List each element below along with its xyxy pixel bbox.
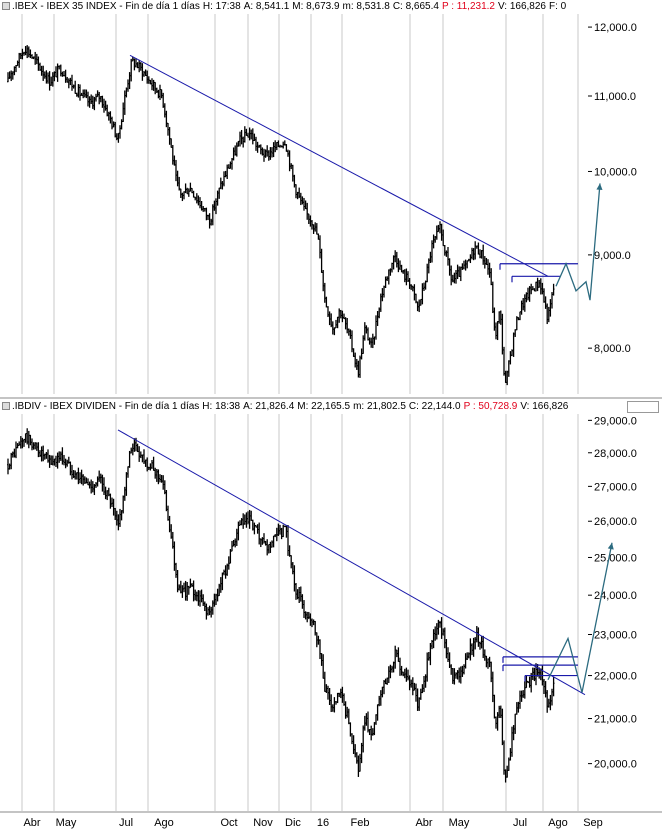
y-tick-label: 20,000.0 bbox=[594, 759, 637, 771]
y-tick-label: 21,000.0 bbox=[594, 714, 637, 726]
downtrend-line bbox=[129, 54, 549, 277]
y-tick-label: 10,000.0 bbox=[594, 166, 637, 178]
y-tick-label: 26,000.0 bbox=[594, 516, 637, 528]
x-tick-label: Jul bbox=[513, 817, 527, 829]
y-tick-label: 24,000.0 bbox=[594, 590, 637, 602]
x-tick-label: Nov bbox=[253, 817, 273, 829]
x-tick-label: Abr bbox=[415, 817, 432, 829]
top-high: M: 8,673.9 bbox=[292, 1, 340, 12]
chart-panel-1: 12,000.0 11,000.0 10,000.0 9,000.0 8,000.0 bbox=[7, 14, 637, 394]
x-tick-label: Feb bbox=[351, 817, 370, 829]
top-symbol: .IBEX - IBEX 35 INDEX - Fin de día 1 día… bbox=[12, 1, 200, 12]
y-tick-label: 23,000.0 bbox=[594, 629, 637, 641]
bottom-high: M: 22,165.5 bbox=[297, 401, 351, 412]
y-tick-label: 22,000.0 bbox=[594, 671, 637, 683]
chart-panel-2: 29,000.0 28,000.0 27,000.0 26,000.0 25,000.0… bbox=[7, 414, 637, 811]
bottom-time: H: 18:38 bbox=[202, 401, 241, 412]
x-tick-label: Dic bbox=[285, 817, 301, 829]
x-tick-label: Abr bbox=[23, 817, 40, 829]
bottom-symbol: .IBDIV - IBEX DIVIDEN - Fin de día 1 día… bbox=[12, 401, 200, 412]
x-tick-label: May bbox=[56, 817, 77, 829]
x-tick-label: 16 bbox=[317, 817, 329, 829]
x-tick-label: Oct bbox=[220, 817, 237, 829]
top-f: F: 0 bbox=[549, 1, 567, 12]
bottom-low: m: 21,802.5 bbox=[353, 401, 406, 412]
bottom-pointer: P : 50,728.9 bbox=[463, 401, 518, 412]
bottom-volume: V: 166,826 bbox=[520, 401, 569, 412]
top-low: m: 8,531.8 bbox=[342, 1, 390, 12]
x-tick-label: Sep bbox=[583, 817, 603, 829]
x-tick-label: Jul bbox=[119, 817, 133, 829]
projection-path bbox=[555, 183, 601, 301]
x-tick-label: May bbox=[449, 817, 470, 829]
price-series bbox=[7, 428, 555, 783]
top-chart-header: .IBEX - IBEX 35 INDEX - Fin de día 1 día… bbox=[0, 0, 662, 13]
top-time: H: 17:38 bbox=[202, 1, 241, 12]
y-tick-label: 12,000.0 bbox=[594, 22, 637, 34]
top-volume: V: 166,826 bbox=[497, 1, 546, 12]
downtrend-line bbox=[117, 429, 586, 696]
y-tick-label: 9,000.0 bbox=[594, 250, 631, 262]
top-open: A: 8,541.1 bbox=[243, 1, 290, 12]
y-tick-label: 11,000.0 bbox=[594, 91, 636, 103]
top-pointer: P : 11,231.2 bbox=[441, 1, 495, 12]
y-tick-label: 28,000.0 bbox=[594, 448, 637, 460]
top-close: C: 8,665.4 bbox=[392, 1, 439, 12]
y-tick-label: 8,000.0 bbox=[594, 343, 631, 355]
price-series bbox=[7, 45, 555, 386]
bottom-close: C: 22,144.0 bbox=[408, 401, 461, 412]
bottom-open: A: 21,826.4 bbox=[243, 401, 295, 412]
x-tick-label: Ago bbox=[548, 817, 568, 829]
projection-arrowhead bbox=[596, 183, 603, 190]
y-tick-label: 27,000.0 bbox=[594, 481, 637, 493]
projection-path bbox=[547, 542, 613, 693]
y-tick-label: 25,000.0 bbox=[594, 552, 637, 564]
y-tick-label: 29,000.0 bbox=[594, 415, 637, 427]
chart-menu-icon[interactable] bbox=[2, 2, 10, 11]
header-box[interactable] bbox=[627, 401, 659, 413]
projection-arrowhead bbox=[607, 542, 614, 550]
x-tick-label: Ago bbox=[154, 817, 174, 829]
chart-menu-icon[interactable] bbox=[2, 402, 10, 411]
bottom-chart-header: .IBDIV - IBEX DIVIDEN - Fin de día 1 día… bbox=[0, 400, 662, 413]
